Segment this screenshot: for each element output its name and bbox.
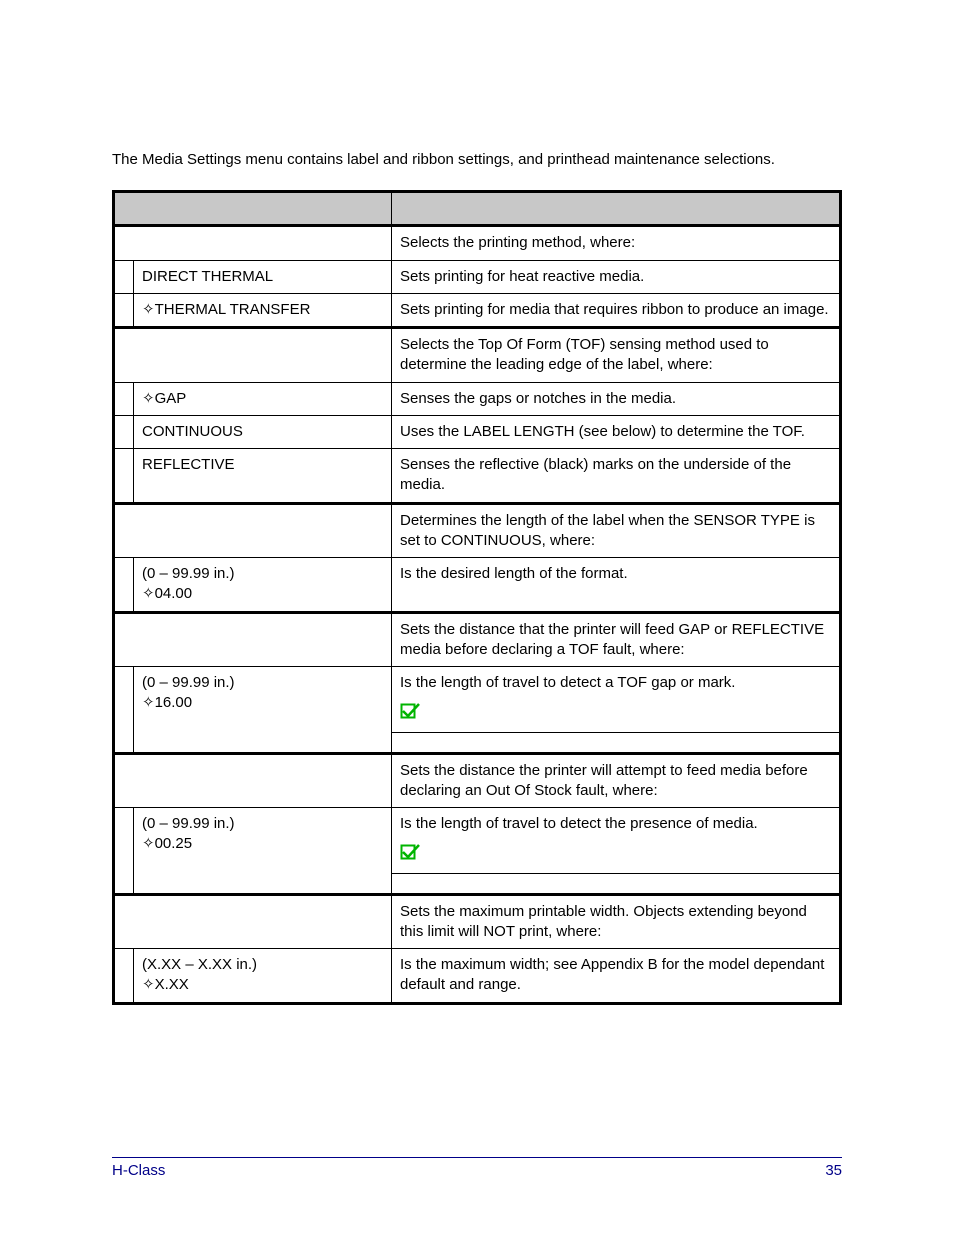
- row-label: DIRECT THERMAL: [134, 260, 392, 293]
- row-indent: [114, 382, 134, 415]
- section-header-desc: Selects the printing method, where:: [392, 226, 841, 260]
- row-desc: Sets printing for heat reactive media.: [392, 260, 841, 293]
- row-indent: [114, 415, 134, 448]
- row-label: (0 – 99.99 in.)✧00.25: [134, 808, 392, 895]
- diamond-icon: ✧: [142, 389, 155, 409]
- table-header-right: [392, 192, 841, 226]
- row-label: ✧THERMAL TRANSFER: [134, 293, 392, 327]
- row-desc: Senses the reflective (black) marks on t…: [392, 449, 841, 504]
- row-desc: Is the length of travel to detect a TOF …: [392, 667, 841, 754]
- checkmark-icon: [400, 844, 420, 860]
- row-indent: [114, 260, 134, 293]
- row-indent: [114, 293, 134, 327]
- row-label: (X.XX – X.XX in.)✧X.XX: [134, 949, 392, 1004]
- section-header-desc: Determines the length of the label when …: [392, 503, 841, 558]
- section-header-left: [114, 753, 392, 808]
- row-desc: Sets printing for media that requires ri…: [392, 293, 841, 327]
- footer-right: 35: [825, 1162, 842, 1179]
- section-header-left: [114, 503, 392, 558]
- settings-table: Selects the printing method, where:DIREC…: [112, 190, 842, 1004]
- section-header-desc: Sets the distance that the printer will …: [392, 612, 841, 667]
- row-indent: [114, 558, 134, 613]
- diamond-icon: ✧: [142, 975, 155, 995]
- section-header-desc: Sets the maximum printable width. Object…: [392, 894, 841, 949]
- section-header-left: [114, 226, 392, 260]
- page-footer: H-Class 35: [112, 1157, 842, 1179]
- diamond-icon: ✧: [142, 584, 155, 604]
- intro-text: The Media Settings menu contains label a…: [112, 150, 842, 170]
- row-label: REFLECTIVE: [134, 449, 392, 504]
- row-desc: Is the desired length of the format.: [392, 558, 841, 613]
- table-header-left: [114, 192, 392, 226]
- row-label: CONTINUOUS: [134, 415, 392, 448]
- section-header-left: [114, 328, 392, 383]
- diamond-icon: ✧: [142, 693, 155, 713]
- row-indent: [114, 949, 134, 1004]
- diamond-icon: ✧: [142, 834, 155, 854]
- section-header-desc: Selects the Top Of Form (TOF) sensing me…: [392, 328, 841, 383]
- row-desc: Is the length of travel to detect the pr…: [392, 808, 841, 895]
- row-indent: [114, 449, 134, 504]
- row-indent: [114, 667, 134, 754]
- row-desc: Senses the gaps or notches in the media.: [392, 382, 841, 415]
- row-desc: Is the maximum width; see Appendix B for…: [392, 949, 841, 1004]
- section-header-left: [114, 612, 392, 667]
- row-desc: Uses the LABEL LENGTH (see below) to det…: [392, 415, 841, 448]
- section-header-left: [114, 894, 392, 949]
- footer-left: H-Class: [112, 1162, 165, 1179]
- checkmark-icon: [400, 703, 420, 719]
- row-indent: [114, 808, 134, 895]
- diamond-icon: ✧: [142, 300, 155, 320]
- row-label: ✧GAP: [134, 382, 392, 415]
- section-header-desc: Sets the distance the printer will attem…: [392, 753, 841, 808]
- row-label: (0 – 99.99 in.)✧04.00: [134, 558, 392, 613]
- row-label: (0 – 99.99 in.)✧16.00: [134, 667, 392, 754]
